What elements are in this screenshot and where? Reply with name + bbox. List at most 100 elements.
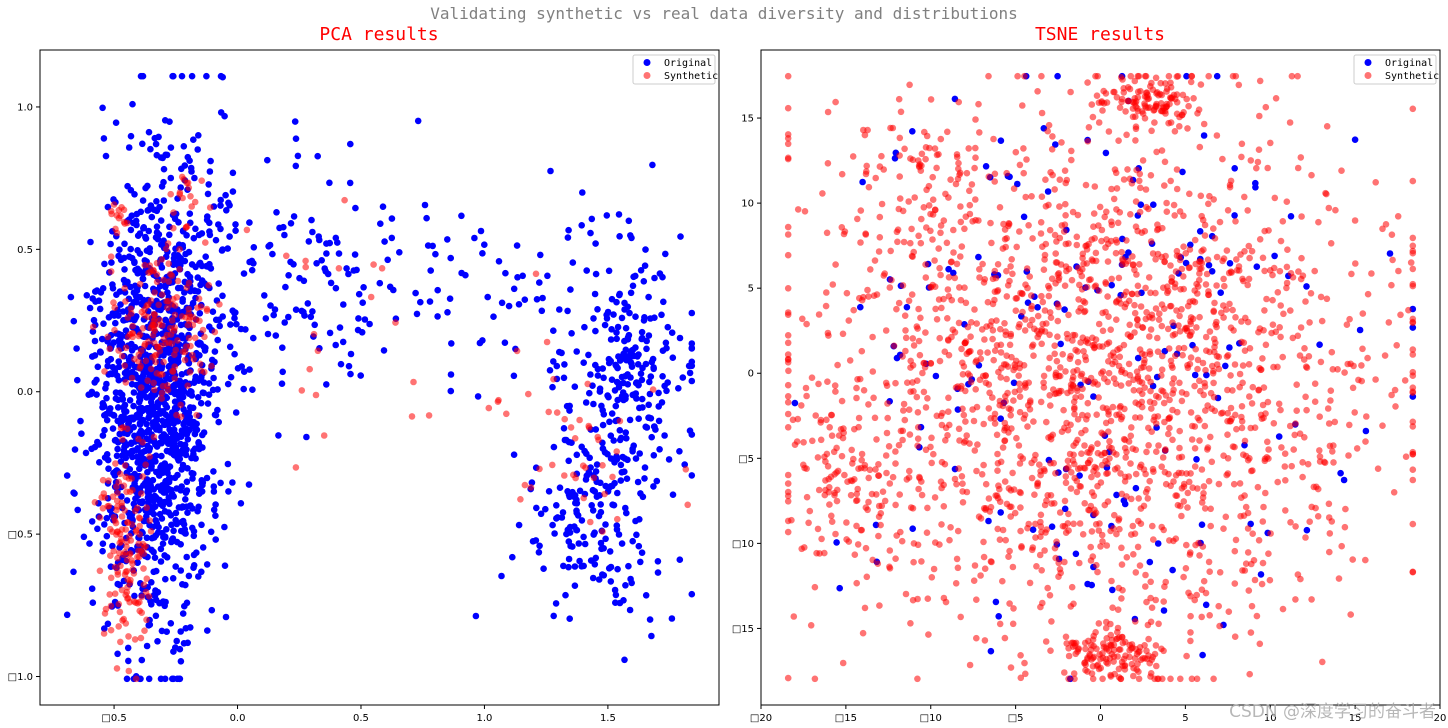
pca-point-synthetic <box>139 439 146 446</box>
tsne-point-synthetic <box>1246 670 1253 678</box>
pca-point-original <box>427 267 435 274</box>
tsne-point-synthetic <box>1091 183 1099 190</box>
tsne-point-synthetic <box>984 298 992 306</box>
pca-point-original <box>651 314 658 322</box>
tsne-point-synthetic <box>1062 200 1069 208</box>
tsne-point-synthetic <box>1348 270 1355 278</box>
pca-point-original <box>601 321 609 329</box>
tsne-point-original <box>985 517 992 525</box>
tsne-point-synthetic <box>1186 246 1194 253</box>
tsne-point-synthetic <box>871 257 879 264</box>
tsne-point-synthetic <box>966 661 974 669</box>
tsne-point-synthetic <box>1256 364 1263 372</box>
tsne-point-synthetic <box>1256 640 1264 648</box>
pca-point-synthetic <box>549 461 556 469</box>
tsne-point-synthetic <box>824 108 832 116</box>
tsne-point-synthetic <box>994 525 1001 533</box>
pca-point-original <box>587 464 594 471</box>
tsne-point-synthetic <box>1062 633 1070 641</box>
tsne-point-synthetic <box>1118 544 1125 552</box>
tsne-point-synthetic <box>1026 273 1033 280</box>
pca-point-synthetic <box>189 351 196 359</box>
tsne-point-synthetic <box>1034 88 1041 95</box>
tsne-point-synthetic <box>784 285 792 292</box>
pca-point-original <box>141 479 149 487</box>
pca-point-original <box>619 453 626 461</box>
tsne-point-synthetic <box>1123 131 1130 139</box>
pca-point-original <box>74 506 81 514</box>
tsne-point-synthetic <box>1196 270 1203 277</box>
tsne-point-synthetic <box>1150 468 1157 476</box>
pca-point-original <box>145 414 152 422</box>
tsne-point-synthetic <box>1025 222 1032 229</box>
tsne-point-synthetic <box>1248 602 1256 610</box>
pca-point-synthetic <box>125 667 133 675</box>
tsne-point-synthetic <box>1077 483 1084 490</box>
pca-point-original <box>136 396 144 404</box>
tsne-point-synthetic <box>1276 267 1284 275</box>
tsne-point-synthetic <box>1155 316 1163 324</box>
tsne-point-synthetic <box>1059 351 1066 358</box>
tsne-point-synthetic <box>972 196 979 203</box>
tsne-point-synthetic <box>1272 95 1280 102</box>
pca-point-original <box>300 277 308 285</box>
tsne-point-synthetic <box>1024 524 1031 532</box>
pca-point-synthetic <box>521 481 529 489</box>
pca-point-original <box>641 475 648 482</box>
pca-point-synthetic <box>283 252 290 260</box>
tsne-point-synthetic <box>1180 273 1187 280</box>
tsne-point-synthetic <box>1095 620 1103 627</box>
pca-point-original <box>153 198 160 205</box>
pca-point-synthetic <box>527 484 535 491</box>
pca-point-original <box>351 251 359 258</box>
pca-point-original <box>623 475 631 483</box>
tsne-point-synthetic <box>812 412 819 419</box>
tsne-point-synthetic <box>1167 482 1174 490</box>
tsne-point-synthetic <box>1222 513 1230 521</box>
pca-point-original <box>185 572 193 580</box>
tsne-point-synthetic <box>1171 128 1179 135</box>
tsne-point-synthetic <box>1194 356 1202 364</box>
pca-point-original <box>159 417 166 425</box>
tsne-point-synthetic <box>1152 74 1160 82</box>
pca-point-original <box>688 362 696 370</box>
pca-point-original <box>549 383 556 391</box>
tsne-point-synthetic <box>1205 200 1212 208</box>
tsne-point-original <box>1226 260 1234 267</box>
tsne-point-synthetic <box>892 379 899 387</box>
pca-point-synthetic <box>171 311 179 319</box>
pca-point-original <box>183 478 191 486</box>
tsne-point-synthetic <box>991 170 999 178</box>
pca-point-original <box>332 284 340 292</box>
tsne-point-synthetic <box>1047 402 1054 409</box>
tsne-point-synthetic <box>940 295 947 303</box>
tsne-point-synthetic <box>1409 568 1417 576</box>
pca-point-original <box>598 545 605 553</box>
tsne-point-synthetic <box>961 225 968 233</box>
tsne-point-synthetic <box>1407 259 1415 266</box>
tsne-point-synthetic <box>1128 290 1136 298</box>
pca-point-original <box>376 279 384 287</box>
pca-point-original <box>162 481 170 488</box>
pca-point-synthetic <box>137 634 145 642</box>
tsne-point-synthetic <box>1311 398 1319 406</box>
pca-point-original <box>179 334 186 342</box>
tsne-point-synthetic <box>1048 275 1056 283</box>
tsne-point-original <box>1351 136 1359 143</box>
pca-point-original <box>334 239 341 246</box>
tsne-point-synthetic <box>937 222 945 229</box>
pca-point-original <box>180 640 188 647</box>
tsne-point-synthetic <box>1187 354 1195 361</box>
tsne-point-synthetic <box>905 198 912 205</box>
tsne-point-synthetic <box>1046 354 1053 362</box>
tsne-point-synthetic <box>1081 442 1088 449</box>
tsne-point-synthetic <box>1176 113 1183 121</box>
tsne-point-synthetic <box>1239 275 1246 283</box>
pca-point-original <box>192 263 199 271</box>
tsne-point-synthetic <box>950 249 957 256</box>
tsne-point-synthetic <box>1244 207 1251 214</box>
tsne-point-synthetic <box>1306 518 1313 525</box>
tsne-point-synthetic <box>1113 451 1120 458</box>
tsne-point-synthetic <box>823 416 830 424</box>
tsne-point-original <box>1061 306 1068 313</box>
